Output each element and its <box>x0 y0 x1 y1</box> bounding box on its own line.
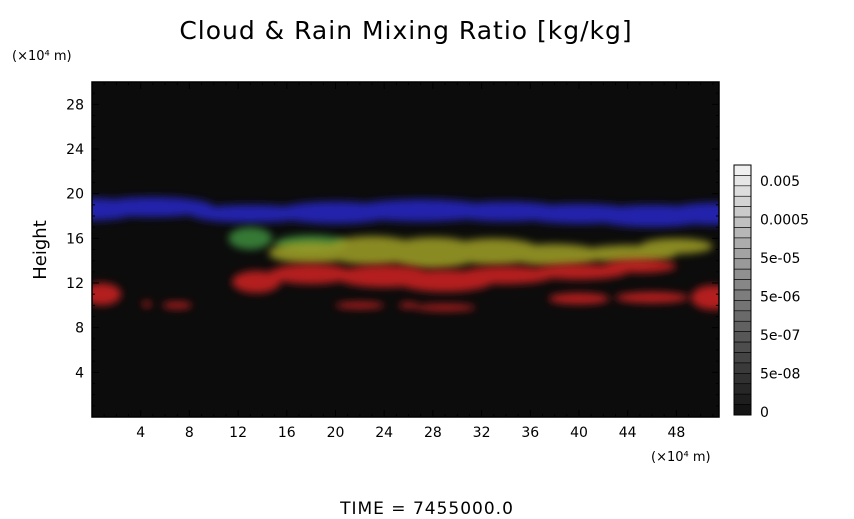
red-region <box>162 301 192 309</box>
red-region <box>615 291 689 304</box>
y-tick-label: 24 <box>66 142 84 158</box>
x-tick-label: 28 <box>424 425 442 441</box>
colorbar: 0.005 0.0005 5e-05 5e-06 5e-07 5e-08 0 <box>733 164 809 421</box>
layer-blue <box>92 197 719 228</box>
y-axis: 4 8 12 16 20 24 28 <box>66 92 719 407</box>
x-tick-label: 32 <box>473 425 491 441</box>
colorbar-label: 0.005 <box>760 174 800 190</box>
colorbar-segment <box>733 404 752 416</box>
blue-region <box>664 202 719 225</box>
red-region <box>414 304 476 311</box>
colorbar-segment <box>733 258 752 270</box>
colorbar-segment <box>733 227 752 239</box>
x-tick-label: 20 <box>327 425 345 441</box>
colorbar-segment <box>733 279 752 291</box>
red-region <box>548 293 610 305</box>
yellow-region <box>505 243 604 267</box>
red-region <box>603 259 677 273</box>
colorbar-segment <box>733 164 752 176</box>
red-region <box>398 302 419 309</box>
colorbar-label: 5e-07 <box>760 328 800 344</box>
x-tick-label: 48 <box>667 425 685 441</box>
x-tick-label: 12 <box>229 425 247 441</box>
y-tick-label: 4 <box>75 365 84 381</box>
x-axis-unit: (×10⁴ m) <box>651 450 711 465</box>
y-axis-label: Height <box>30 220 51 280</box>
time-label: TIME = 7455000.0 <box>339 499 514 519</box>
red-region <box>232 270 281 294</box>
colorbar-frame <box>733 164 752 416</box>
colorbar-segment <box>733 206 752 218</box>
x-tick-label: 24 <box>375 425 393 441</box>
red-region <box>141 301 152 308</box>
colorbar-segment <box>733 300 752 312</box>
red-region <box>268 264 354 285</box>
colorbar-segment <box>733 248 752 260</box>
colorbar-segment <box>733 331 752 343</box>
y-tick-label: 16 <box>66 231 84 247</box>
x-tick-label: 16 <box>278 425 296 441</box>
red-region <box>92 283 122 306</box>
y-axis-unit: (×10⁴ m) <box>12 49 72 64</box>
colorbar-segment <box>733 362 752 374</box>
y-tick-label: 28 <box>66 97 84 113</box>
x-tick-label: 36 <box>521 425 539 441</box>
colorbar-label: 5e-05 <box>760 251 800 267</box>
colorbar-segment <box>733 352 752 364</box>
x-tick-label: 4 <box>136 425 145 441</box>
red-region <box>691 285 719 310</box>
y-tick-label: 20 <box>66 187 84 203</box>
colorbar-segment <box>733 373 752 385</box>
colorbar-segment <box>733 383 752 395</box>
colorbar-label: 0 <box>760 405 769 421</box>
y-tick-label: 12 <box>66 276 84 292</box>
data-layers <box>92 197 719 311</box>
colorbar-segment <box>733 175 752 187</box>
colorbar-segment <box>733 393 752 405</box>
colorbar-label: 5e-06 <box>760 290 800 306</box>
colorbar-label: 5e-08 <box>760 367 800 383</box>
x-tick-label: 44 <box>619 425 637 441</box>
colorbar-segment <box>733 289 752 301</box>
x-tick-label: 40 <box>570 425 588 441</box>
colorbar-label: 0.0005 <box>760 213 809 229</box>
x-axis: 4 8 12 16 20 24 28 32 36 40 44 48 <box>103 82 714 441</box>
blue-region <box>92 197 214 218</box>
chart-title: Cloud & Rain Mixing Ratio [kg/kg] <box>179 16 632 45</box>
colorbar-segment <box>733 216 752 228</box>
colorbar-segment <box>733 341 752 353</box>
green-region <box>228 227 273 250</box>
colorbar-segment <box>733 195 752 207</box>
colorbar-segment <box>733 237 752 249</box>
colorbar-segment <box>733 268 752 280</box>
colorbar-segment <box>733 320 752 332</box>
yellow-region <box>639 238 713 254</box>
red-region <box>530 264 628 280</box>
layer-yellow <box>268 236 713 269</box>
y-tick-label: 8 <box>75 321 84 337</box>
red-region <box>335 301 385 309</box>
red-region <box>457 266 555 285</box>
colorbar-segment <box>733 310 752 322</box>
x-tick-label: 8 <box>185 425 194 441</box>
colorbar-segment <box>733 185 752 197</box>
layer-red <box>92 259 719 311</box>
